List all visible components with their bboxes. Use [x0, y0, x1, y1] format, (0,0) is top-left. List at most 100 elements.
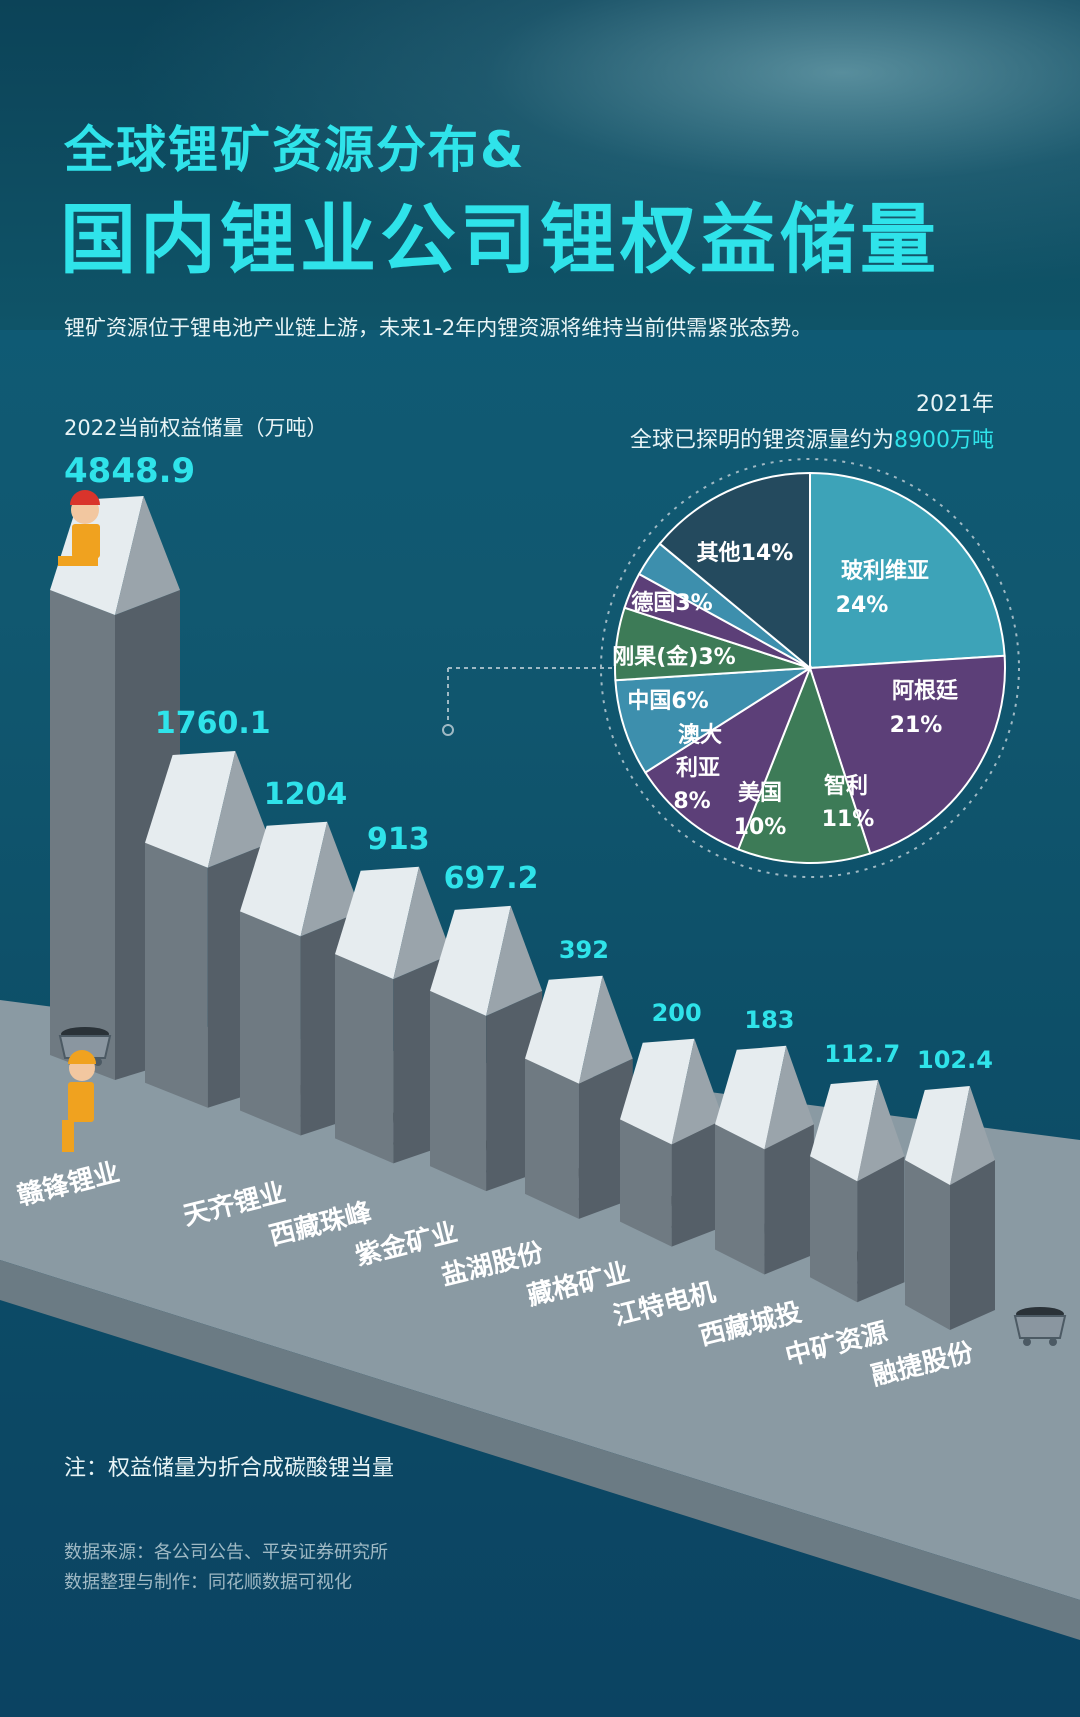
- value-label: 392: [559, 936, 609, 964]
- pie-label: 其他14%: [697, 541, 794, 566]
- column-peak-shadow: [300, 821, 362, 937]
- miner-leg: [62, 1120, 74, 1152]
- miner-pushing-icon: [62, 1050, 96, 1152]
- column-peak: [715, 1045, 787, 1150]
- pie-value: 24%: [836, 593, 889, 618]
- column-front: [810, 1156, 858, 1303]
- column-side: [578, 1058, 633, 1219]
- column-side: [764, 1124, 814, 1275]
- miner-body: [72, 524, 100, 558]
- pie-value: 11%: [822, 807, 875, 832]
- column-peak-shadow: [207, 750, 271, 868]
- miner-legs: [58, 556, 98, 566]
- column-front: [620, 1119, 672, 1247]
- column-peak-shadow: [115, 496, 180, 615]
- title-line-1: 全球锂矿资源分布&: [64, 121, 526, 179]
- column-peak-shadow: [950, 1086, 995, 1185]
- subtitle: 锂矿资源位于锂电池产业链上游，未来1-2年内锂资源将维持当前供需紧张态势。: [64, 316, 813, 340]
- global-reserve-note: 全球已探明的锂资源量约为8900万吨: [630, 422, 994, 454]
- ground-edge: [0, 1260, 1080, 1640]
- column-peak-shadow: [578, 975, 633, 1084]
- value-label: 112.7: [824, 1040, 900, 1068]
- pie-value: 21%: [890, 713, 943, 738]
- column-side: [671, 1119, 724, 1247]
- column-front: [430, 990, 487, 1192]
- pie-label: 利亚: [676, 756, 720, 781]
- cart-wheel: [1049, 1338, 1057, 1346]
- column-front: [905, 1160, 950, 1330]
- column-peak: [145, 750, 236, 868]
- pie-slice-4: [643, 665, 813, 851]
- column-front: [335, 954, 394, 1164]
- value-label-top: 4848.9: [64, 451, 195, 491]
- column-front: [240, 911, 301, 1136]
- pie-slice-1: [809, 471, 1006, 670]
- connector-dot: [442, 724, 454, 736]
- column-7: [620, 1038, 724, 1247]
- column-peak: [810, 1080, 878, 1182]
- value-label: 697.2: [444, 861, 539, 896]
- pie-slice-5: [614, 667, 811, 774]
- pie-label: 中国6%: [627, 689, 708, 714]
- column-peak: [430, 905, 511, 1016]
- column-6: [525, 975, 633, 1219]
- column-peak-shadow: [857, 1080, 905, 1182]
- pie-label: 玻利维亚: [841, 558, 929, 584]
- global-reserve-prefix: 全球已探明的锂资源量约为: [629, 428, 894, 453]
- column-peak: [335, 866, 419, 980]
- pie-value: 8%: [673, 789, 710, 814]
- source-line-1: 数据来源：各公司公告、平安证券研究所: [64, 1542, 388, 1563]
- pie-slice-2: [808, 654, 1007, 855]
- pie-slice-3: [736, 665, 872, 864]
- source-line-2: 数据整理与制作：同花顺数据可视化: [64, 1572, 352, 1593]
- column-10: [905, 1086, 995, 1330]
- column-peak-shadow: [393, 866, 452, 980]
- cart-wheel: [1023, 1338, 1031, 1346]
- pie-value: 10%: [734, 815, 787, 840]
- mine-cart-icon: [1013, 1307, 1067, 1346]
- column-peak: [620, 1038, 695, 1145]
- pie-label: 美国: [738, 780, 782, 806]
- column-peak-shadow: [486, 905, 543, 1016]
- column-peak: [905, 1086, 970, 1185]
- pie-label: 德国3%: [631, 590, 712, 616]
- miner-helmet: [68, 1050, 96, 1064]
- value-label: 1204: [264, 777, 348, 812]
- global-year: 2021年: [916, 392, 994, 417]
- pie-label: 刚果(金)3%: [612, 644, 735, 670]
- miner-sitting-icon: [58, 490, 100, 566]
- column-8: [715, 1045, 814, 1275]
- value-label: 102.4: [917, 1046, 993, 1074]
- column-front: [525, 1058, 579, 1219]
- pie-label: 阿根廷: [892, 679, 959, 704]
- background-sky: [0, 0, 1080, 330]
- column-side: [857, 1156, 905, 1303]
- column-side: [950, 1160, 995, 1330]
- column-front: [50, 590, 115, 1080]
- cart-body: [1013, 1315, 1067, 1339]
- miner-body: [68, 1082, 94, 1122]
- column-peak-shadow: [764, 1045, 814, 1150]
- column-front: [715, 1124, 765, 1275]
- footnote: 注：权益储量为折合成碳酸锂当量: [64, 1456, 395, 1481]
- value-label: 183: [744, 1006, 794, 1034]
- cart-body: [58, 1035, 112, 1059]
- value-label: 200: [652, 999, 702, 1027]
- miner-helmet: [70, 490, 100, 505]
- column-front: [145, 842, 208, 1108]
- pie-slice-9: [658, 471, 811, 671]
- page-title: 国内锂业公司锂权益储量: [60, 195, 940, 284]
- column-5: [430, 905, 543, 1192]
- column-peak: [240, 821, 328, 937]
- value-label: 913: [367, 822, 430, 857]
- data-source: 数据来源：各公司公告、平安证券研究所 数据整理与制作：同花顺数据可视化: [64, 1538, 388, 1598]
- pie-label: 智利: [824, 773, 868, 799]
- pie-label: 澳大: [678, 722, 722, 748]
- column-9: [810, 1080, 905, 1303]
- global-reserve-value: 8900万吨: [894, 428, 994, 453]
- y-axis-label: 2022当前权益储量（万吨）: [64, 416, 328, 440]
- column-peak-shadow: [671, 1038, 724, 1145]
- pie-outline: [600, 458, 1020, 878]
- value-label: 1760.1: [155, 706, 271, 741]
